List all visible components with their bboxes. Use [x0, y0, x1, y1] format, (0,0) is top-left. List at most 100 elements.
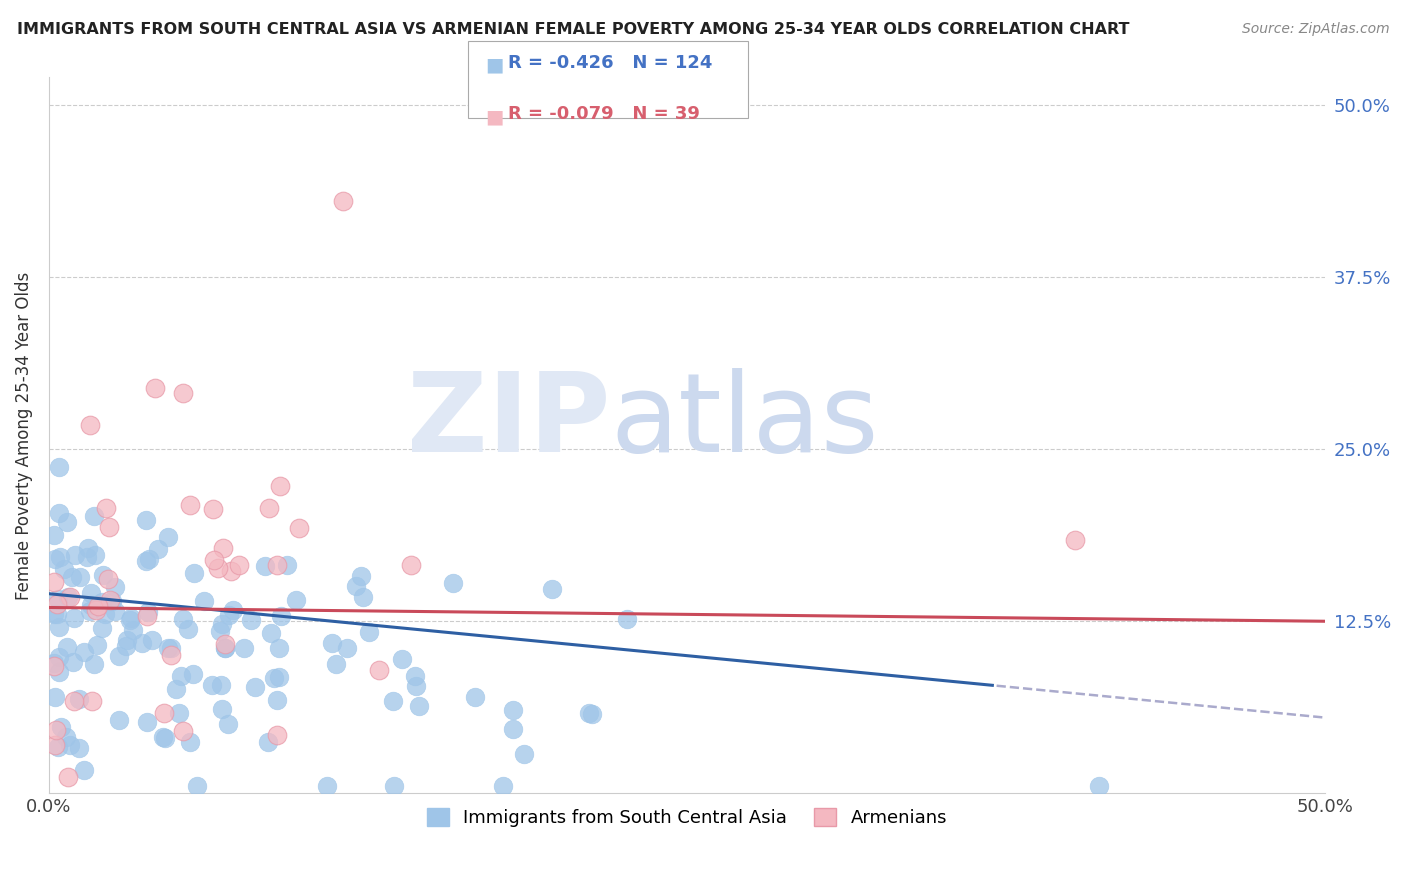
Point: [48, 665, 70, 679]
Point: [350, 568, 373, 582]
Point: [135, 554, 157, 568]
Point: [56, 640, 79, 655]
Text: IMMIGRANTS FROM SOUTH CENTRAL ASIA VS ARMENIAN FEMALE POVERTY AMONG 25-34 YEAR O: IMMIGRANTS FROM SOUTH CENTRAL ASIA VS AR…: [17, 22, 1129, 37]
Point: [581, 706, 603, 721]
Point: [181, 667, 204, 681]
Point: [56, 515, 79, 529]
Point: [97, 572, 120, 586]
Point: [352, 590, 374, 604]
Point: [616, 612, 638, 626]
Point: [44, 739, 66, 753]
Point: [44, 551, 66, 566]
Point: [131, 636, 153, 650]
Point: [170, 669, 193, 683]
Point: [214, 637, 236, 651]
Point: [45, 607, 67, 622]
Point: [58, 770, 80, 784]
Point: [266, 728, 288, 742]
Point: [67, 692, 90, 706]
Point: [269, 670, 291, 684]
Text: R = -0.079   N = 39: R = -0.079 N = 39: [508, 105, 699, 123]
Point: [79, 604, 101, 618]
Point: [120, 613, 142, 627]
Point: [211, 701, 233, 715]
Point: [179, 498, 201, 512]
Point: [141, 632, 163, 647]
Point: [284, 593, 307, 607]
Point: [1088, 780, 1111, 794]
Text: Source: ZipAtlas.com: Source: ZipAtlas.com: [1241, 22, 1389, 37]
Point: [502, 722, 524, 736]
Point: [69, 569, 91, 583]
Point: [382, 780, 405, 794]
Point: [96, 501, 118, 516]
Point: [202, 553, 225, 567]
Y-axis label: Female Poverty Among 25-34 Year Olds: Female Poverty Among 25-34 Year Olds: [15, 271, 32, 599]
Point: [53, 562, 76, 576]
Point: [136, 608, 159, 623]
Point: [325, 657, 347, 672]
Point: [46, 591, 69, 606]
Point: [321, 636, 343, 650]
Point: [221, 564, 243, 578]
Point: [80, 585, 103, 599]
Text: atlas: atlas: [610, 368, 879, 475]
Point: [176, 622, 198, 636]
Point: [186, 780, 208, 794]
Point: [101, 594, 124, 608]
Point: [228, 558, 250, 573]
Point: [153, 706, 176, 720]
Point: [332, 194, 354, 209]
Point: [86, 599, 108, 614]
Point: [83, 508, 105, 523]
Point: [59, 591, 82, 605]
Point: [157, 641, 180, 656]
Point: [207, 561, 229, 575]
Point: [143, 381, 166, 395]
Point: [169, 706, 191, 720]
Point: [77, 541, 100, 556]
Point: [253, 559, 276, 574]
Point: [193, 594, 215, 608]
Point: [48, 460, 70, 475]
Point: [104, 604, 127, 618]
Point: [211, 617, 233, 632]
Point: [160, 648, 183, 662]
Point: [45, 723, 67, 738]
Point: [48, 506, 70, 520]
Point: [578, 706, 600, 720]
Point: [72, 763, 94, 777]
Point: [233, 640, 256, 655]
Point: [55, 730, 77, 744]
Point: [90, 595, 112, 609]
Point: [201, 678, 224, 692]
Point: [208, 624, 231, 639]
Point: [84, 603, 107, 617]
Text: ■: ■: [485, 55, 503, 74]
Point: [179, 735, 201, 749]
Point: [267, 641, 290, 656]
Point: [59, 738, 82, 752]
Point: [245, 680, 267, 694]
Point: [63, 611, 86, 625]
Point: [218, 608, 240, 623]
Point: [49, 550, 72, 565]
Point: [172, 385, 194, 400]
Point: [399, 558, 422, 572]
Point: [108, 713, 131, 727]
Point: [42, 607, 65, 622]
Point: [214, 640, 236, 655]
Point: [491, 780, 513, 794]
Text: R = -0.426   N = 124: R = -0.426 N = 124: [508, 54, 711, 71]
Point: [121, 611, 143, 625]
Point: [259, 626, 281, 640]
Point: [44, 575, 66, 590]
Point: [67, 741, 90, 756]
Point: [98, 520, 121, 534]
Point: [464, 690, 486, 704]
Point: [138, 551, 160, 566]
Point: [138, 605, 160, 619]
Point: [172, 612, 194, 626]
Point: [42, 528, 65, 542]
Point: [159, 640, 181, 655]
